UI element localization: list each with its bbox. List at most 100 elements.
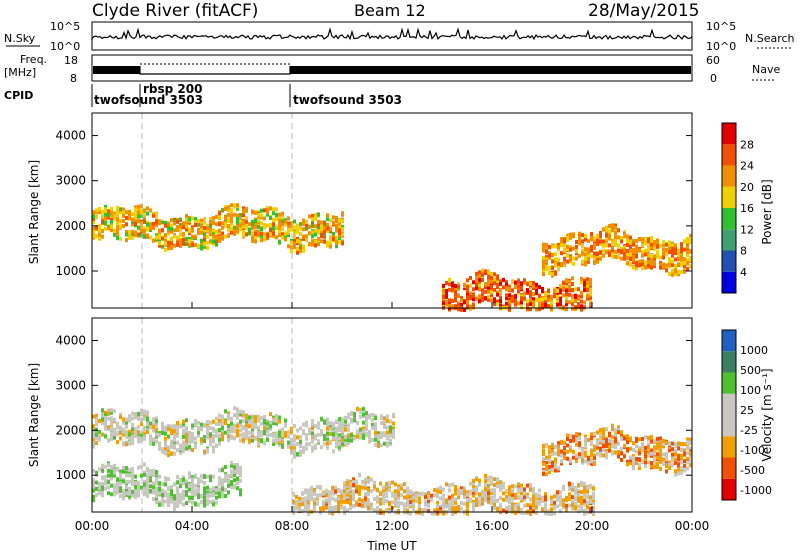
heatmap-cell	[418, 492, 421, 496]
heatmap-cell	[493, 503, 496, 507]
heatmap-cell	[179, 424, 182, 428]
y-tick-label: 4000	[55, 129, 86, 143]
heatmap-cell	[517, 301, 520, 305]
heatmap-cell	[430, 498, 433, 502]
heatmap-cell	[203, 220, 206, 224]
heatmap-cell	[158, 433, 161, 437]
heatmap-cell	[388, 481, 391, 485]
heatmap-cell	[335, 420, 338, 424]
heatmap-cell	[239, 410, 242, 414]
heatmap-cell	[577, 287, 580, 291]
heatmap-cell	[110, 207, 113, 211]
heatmap-cell	[463, 300, 466, 304]
heatmap-cell	[251, 220, 254, 224]
heatmap-cell	[583, 511, 586, 515]
heatmap-cell	[319, 493, 322, 497]
heatmap-cell	[469, 284, 472, 288]
heatmap-cell	[373, 485, 376, 489]
heatmap-cell	[319, 507, 322, 511]
heatmap-cell	[295, 495, 298, 499]
heatmap-cell	[548, 266, 551, 270]
heatmap-cell	[548, 458, 551, 462]
heatmap-cell	[589, 484, 592, 488]
cpid-label: CPID	[4, 89, 33, 102]
heatmap-cell	[263, 426, 266, 430]
heatmap-cell	[520, 484, 523, 488]
heatmap-cell	[671, 458, 674, 462]
heatmap-cell	[374, 438, 377, 442]
heatmap-cell	[128, 468, 131, 472]
heatmap-cell	[566, 260, 569, 264]
heatmap-cell	[608, 445, 611, 449]
heatmap-cell	[251, 439, 254, 443]
heatmap-cell	[242, 432, 245, 436]
heatmap-cell	[583, 305, 586, 309]
heatmap-cell	[227, 416, 230, 420]
heatmap-cell	[347, 415, 350, 419]
heatmap-cell	[245, 414, 248, 418]
heatmap-cell	[560, 262, 563, 266]
heatmap-cell	[562, 503, 565, 507]
heatmap-cell	[626, 234, 629, 238]
heatmap-cell	[584, 441, 587, 445]
heatmap-cell	[505, 490, 508, 494]
heatmap-cell	[179, 446, 182, 450]
heatmap-cell	[493, 288, 496, 292]
heatmap-cell	[647, 436, 650, 440]
heatmap-cell	[638, 437, 641, 441]
heatmap-cell	[299, 453, 302, 457]
heatmap-cell	[212, 428, 215, 432]
heatmap-cell	[176, 504, 179, 508]
heatmap-cell	[382, 493, 385, 497]
heatmap-cell	[605, 233, 608, 237]
heatmap-cell	[218, 428, 221, 432]
heatmap-cell	[647, 453, 650, 457]
heatmap-cell	[152, 473, 155, 477]
heatmap-cell	[451, 305, 454, 309]
heatmap-cell	[344, 441, 347, 445]
heatmap-cell	[143, 491, 146, 495]
heatmap-cell	[436, 490, 439, 494]
heatmap-cell	[212, 486, 215, 490]
heatmap-cell	[373, 497, 376, 501]
heatmap-cell	[365, 416, 368, 420]
heatmap-cell	[544, 506, 547, 510]
heatmap-cell	[556, 299, 559, 303]
heatmap-cell	[337, 509, 340, 513]
heatmap-cell	[137, 439, 140, 443]
heatmap-cell	[355, 502, 358, 506]
heatmap-cell	[379, 492, 382, 496]
heatmap-cell	[590, 459, 593, 463]
heatmap-cell	[370, 478, 373, 482]
heatmap-cell	[386, 436, 389, 440]
heatmap-cell	[392, 413, 395, 417]
heatmap-cell	[131, 440, 134, 444]
heatmap-cell	[653, 254, 656, 258]
colorbar-tick-label: 4	[740, 266, 747, 279]
frequency-panel: Freq. [MHz] 18 8 60 0 Nave	[4, 53, 780, 85]
heatmap-cell	[182, 444, 185, 448]
heatmap-cell	[304, 507, 307, 511]
heatmap-cell	[439, 507, 442, 511]
heatmap-cell	[571, 506, 574, 510]
heatmap-cell	[364, 496, 367, 500]
heatmap-cell	[167, 453, 170, 457]
heatmap-cell	[95, 213, 98, 217]
heatmap-cell	[185, 224, 188, 228]
heatmap-cell	[173, 444, 176, 448]
heatmap-cell	[110, 220, 113, 224]
heatmap-cell	[581, 455, 584, 459]
heatmap-cell	[248, 415, 251, 419]
heatmap-cell	[433, 493, 436, 497]
heatmap-cell	[131, 412, 134, 416]
heatmap-cell	[662, 439, 665, 443]
heatmap-cell	[146, 206, 149, 210]
heatmap-cell	[391, 491, 394, 495]
heatmap-cell	[212, 475, 215, 479]
heatmap-cell	[194, 424, 197, 428]
heatmap-cell	[596, 234, 599, 238]
heatmap-cell	[617, 228, 620, 232]
heatmap-cell	[221, 494, 224, 498]
heatmap-cell	[686, 461, 689, 465]
heatmap-cell	[200, 231, 203, 235]
